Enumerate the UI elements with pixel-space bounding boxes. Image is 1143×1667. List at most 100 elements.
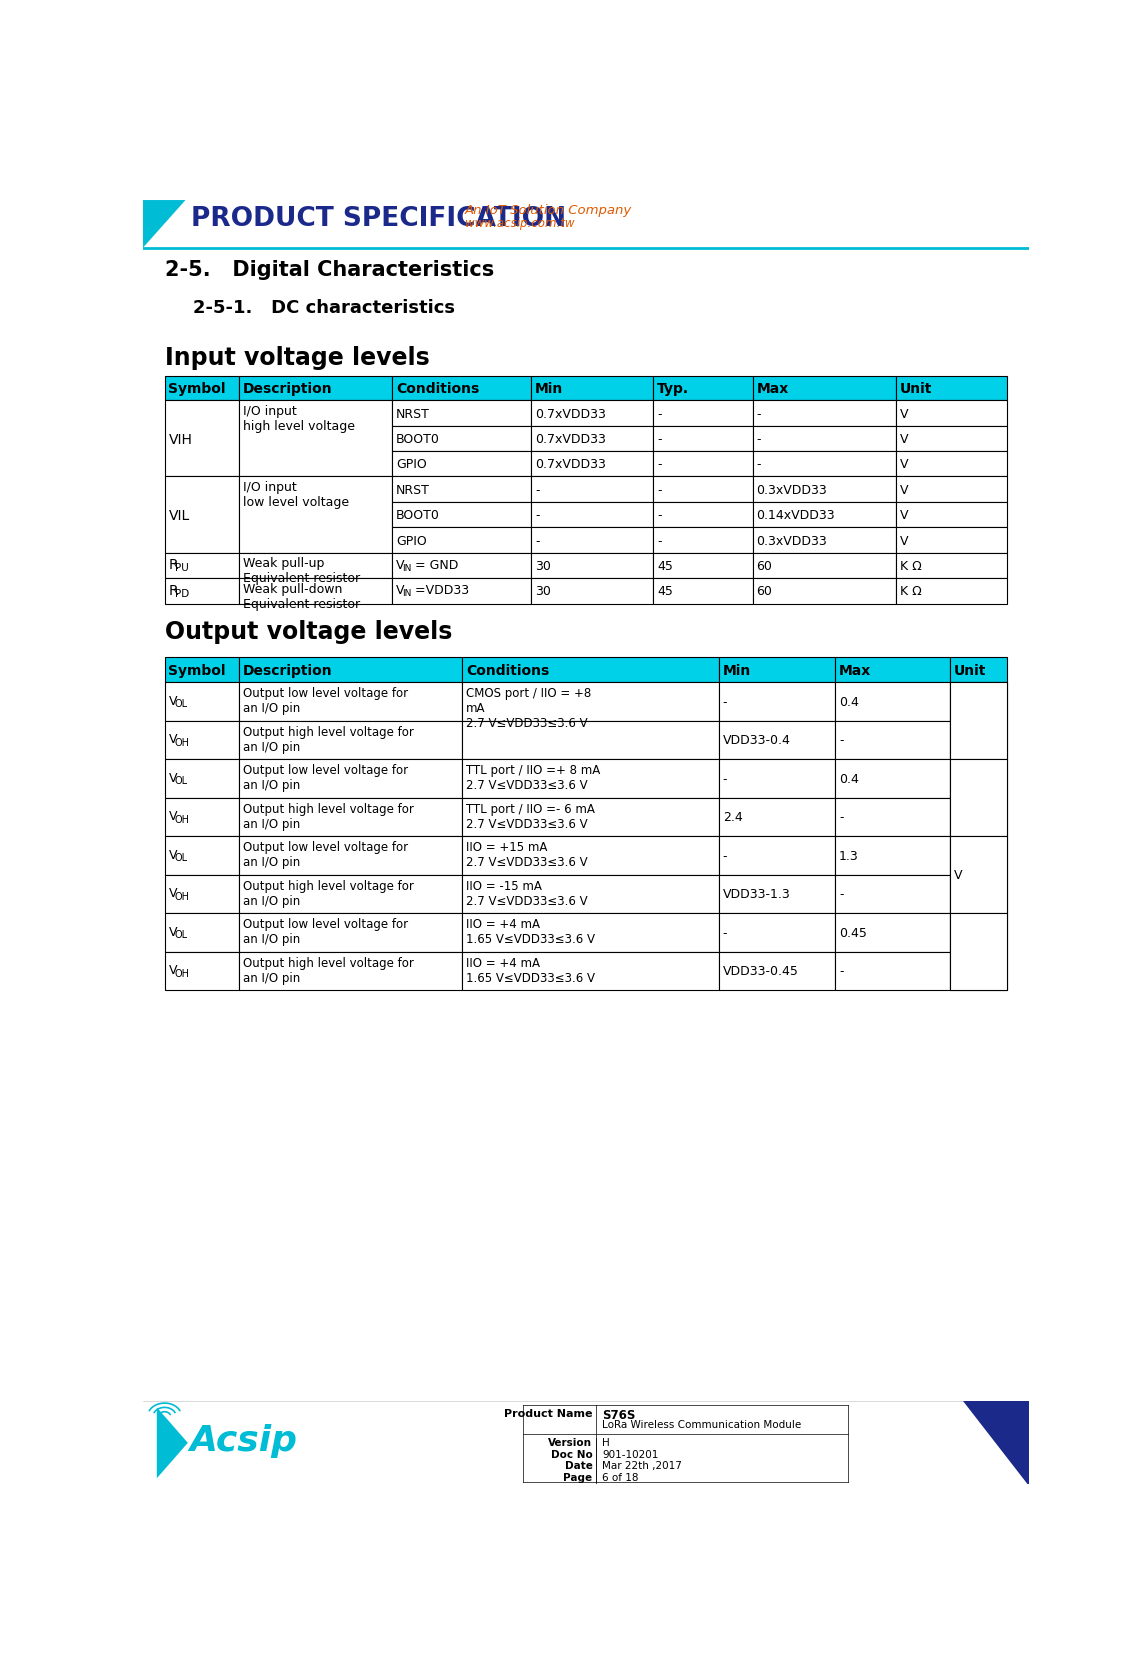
Text: 60: 60 xyxy=(757,560,773,573)
Bar xyxy=(836,952,950,990)
Text: V: V xyxy=(168,849,177,862)
Bar xyxy=(462,875,719,914)
Bar xyxy=(896,553,1007,578)
Bar xyxy=(531,527,653,553)
Text: OH: OH xyxy=(175,969,190,979)
Text: Description: Description xyxy=(242,663,333,677)
Bar xyxy=(719,758,836,797)
Bar xyxy=(531,425,653,452)
Text: 0.7xVDD33: 0.7xVDD33 xyxy=(535,407,606,420)
Bar xyxy=(653,477,752,502)
Text: 45: 45 xyxy=(657,560,673,573)
Text: VIL: VIL xyxy=(168,508,190,523)
Text: OH: OH xyxy=(175,892,190,902)
Text: Description: Description xyxy=(242,382,333,395)
Bar xyxy=(950,837,1007,875)
Bar xyxy=(531,502,653,527)
Bar xyxy=(719,914,836,952)
Text: Output low level voltage for
an I/O pin: Output low level voltage for an I/O pin xyxy=(242,919,408,947)
Text: www.acsip.com.tw: www.acsip.com.tw xyxy=(464,217,574,230)
Text: V: V xyxy=(900,508,909,522)
Text: -: - xyxy=(839,812,844,825)
Bar xyxy=(392,527,531,553)
Text: VDD33-0.4: VDD33-0.4 xyxy=(722,735,791,747)
Bar xyxy=(896,425,1007,452)
Bar xyxy=(836,720,950,758)
Text: 0.3xVDD33: 0.3xVDD33 xyxy=(757,535,828,547)
Bar xyxy=(239,477,392,553)
Text: Unit: Unit xyxy=(953,663,986,677)
Text: 0.7xVDD33: 0.7xVDD33 xyxy=(535,433,606,447)
Text: R: R xyxy=(168,583,178,598)
Text: VIH: VIH xyxy=(168,433,192,447)
Text: V: V xyxy=(395,585,405,597)
Bar xyxy=(836,657,950,682)
Bar xyxy=(392,425,531,452)
Text: -: - xyxy=(535,483,539,497)
Polygon shape xyxy=(962,1402,1029,1485)
Text: GPIO: GPIO xyxy=(395,535,426,547)
Text: -: - xyxy=(839,889,844,902)
Bar xyxy=(392,578,531,603)
Text: Output voltage levels: Output voltage levels xyxy=(165,620,451,645)
Text: 60: 60 xyxy=(757,585,773,598)
Text: Acsip: Acsip xyxy=(190,1424,297,1459)
Bar xyxy=(950,914,1007,952)
Text: 0.4: 0.4 xyxy=(839,773,858,785)
Text: -: - xyxy=(657,508,662,522)
Bar xyxy=(462,758,719,797)
Bar xyxy=(165,400,239,477)
Polygon shape xyxy=(157,1407,187,1479)
Bar xyxy=(950,682,1007,720)
Bar xyxy=(950,797,1007,837)
Bar xyxy=(462,657,719,682)
Bar xyxy=(239,720,462,758)
Text: TTL port / IIO =+ 8 mA
2.7 V≤VDD33≤3.6 V: TTL port / IIO =+ 8 mA 2.7 V≤VDD33≤3.6 V xyxy=(466,765,600,792)
Bar xyxy=(752,375,896,400)
Text: TTL port / IIO =- 6 mA
2.7 V≤VDD33≤3.6 V: TTL port / IIO =- 6 mA 2.7 V≤VDD33≤3.6 V xyxy=(466,803,594,830)
Bar xyxy=(896,527,1007,553)
Bar xyxy=(719,797,836,837)
Bar xyxy=(896,477,1007,502)
Text: R: R xyxy=(168,558,178,572)
Text: V: V xyxy=(953,869,962,882)
Text: -: - xyxy=(722,695,727,708)
Bar xyxy=(239,797,462,837)
Text: CMOS port / IIO = +8
mA
2.7 V≤VDD33≤3.6 V: CMOS port / IIO = +8 mA 2.7 V≤VDD33≤3.6 … xyxy=(466,687,591,730)
Text: V: V xyxy=(168,772,177,785)
Bar xyxy=(950,657,1007,682)
Text: -: - xyxy=(722,927,727,940)
Bar xyxy=(752,477,896,502)
Text: -: - xyxy=(657,433,662,447)
Text: Min: Min xyxy=(722,663,751,677)
Bar xyxy=(950,952,1007,990)
Bar xyxy=(165,553,239,578)
Text: Page: Page xyxy=(563,1474,592,1484)
Bar xyxy=(896,400,1007,425)
Text: V: V xyxy=(168,733,177,747)
Text: V: V xyxy=(168,695,177,708)
Text: 0.7xVDD33: 0.7xVDD33 xyxy=(535,458,606,472)
Bar xyxy=(165,657,239,682)
Text: -: - xyxy=(757,433,761,447)
Bar xyxy=(165,758,239,797)
Text: OH: OH xyxy=(175,815,190,825)
Bar xyxy=(239,914,462,952)
Text: PU: PU xyxy=(175,563,190,573)
Text: BOOT0: BOOT0 xyxy=(395,433,440,447)
Bar xyxy=(165,375,239,400)
Bar xyxy=(653,553,752,578)
Bar xyxy=(165,952,239,990)
Bar xyxy=(719,837,836,875)
Text: S76S: S76S xyxy=(602,1409,636,1422)
Text: -: - xyxy=(839,735,844,747)
Bar xyxy=(653,425,752,452)
Bar xyxy=(836,914,950,952)
Text: IIO = +15 mA
2.7 V≤VDD33≤3.6 V: IIO = +15 mA 2.7 V≤VDD33≤3.6 V xyxy=(466,842,588,870)
Bar xyxy=(165,720,239,758)
Bar xyxy=(462,952,719,990)
Text: V: V xyxy=(900,483,909,497)
Text: K Ω: K Ω xyxy=(900,560,921,573)
Bar xyxy=(896,578,1007,603)
Bar xyxy=(719,720,836,758)
